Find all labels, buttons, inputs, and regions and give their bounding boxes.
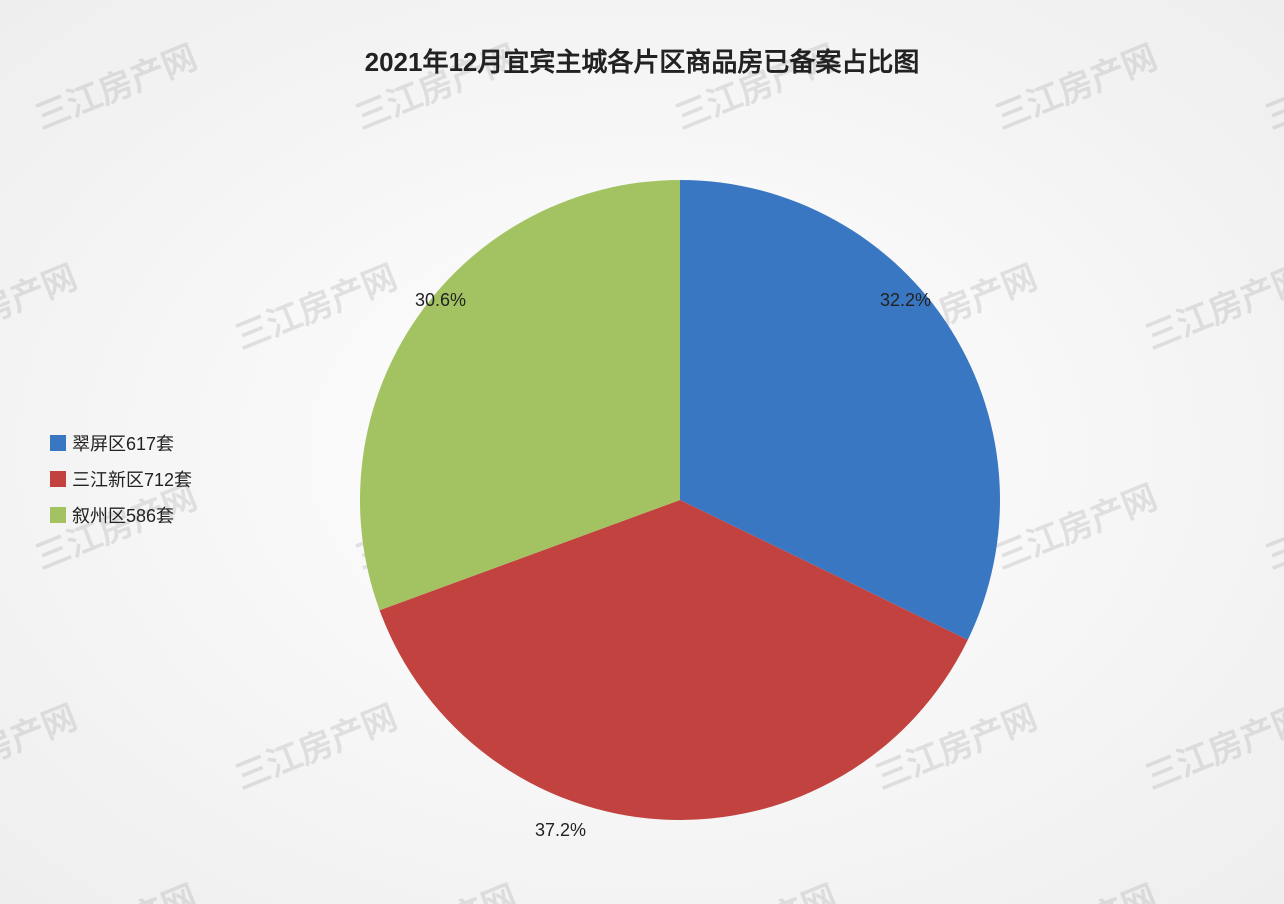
legend-item: 翠屏区617套: [50, 430, 192, 456]
legend: 翠屏区617套三江新区712套叙州区586套: [50, 430, 192, 538]
pie-chart: [360, 180, 1000, 820]
legend-item: 三江新区712套: [50, 466, 192, 492]
legend-swatch: [50, 471, 66, 487]
chart-stage: 三江房产网三江房产网三江房产网三江房产网三江房产网三江房产网三江房产网三江房产网…: [0, 0, 1284, 904]
legend-swatch: [50, 507, 66, 523]
legend-swatch: [50, 435, 66, 451]
legend-label: 翠屏区617套: [72, 430, 174, 456]
legend-item: 叙州区586套: [50, 502, 192, 528]
legend-label: 叙州区586套: [72, 502, 174, 528]
pie-slice-label: 37.2%: [535, 820, 586, 841]
legend-label: 三江新区712套: [72, 466, 192, 492]
pie-slice-label: 30.6%: [415, 290, 466, 311]
chart-title: 2021年12月宜宾主城各片区商品房已备案占比图: [0, 42, 1284, 79]
pie-svg: [360, 180, 1000, 820]
pie-slice-label: 32.2%: [880, 290, 931, 311]
